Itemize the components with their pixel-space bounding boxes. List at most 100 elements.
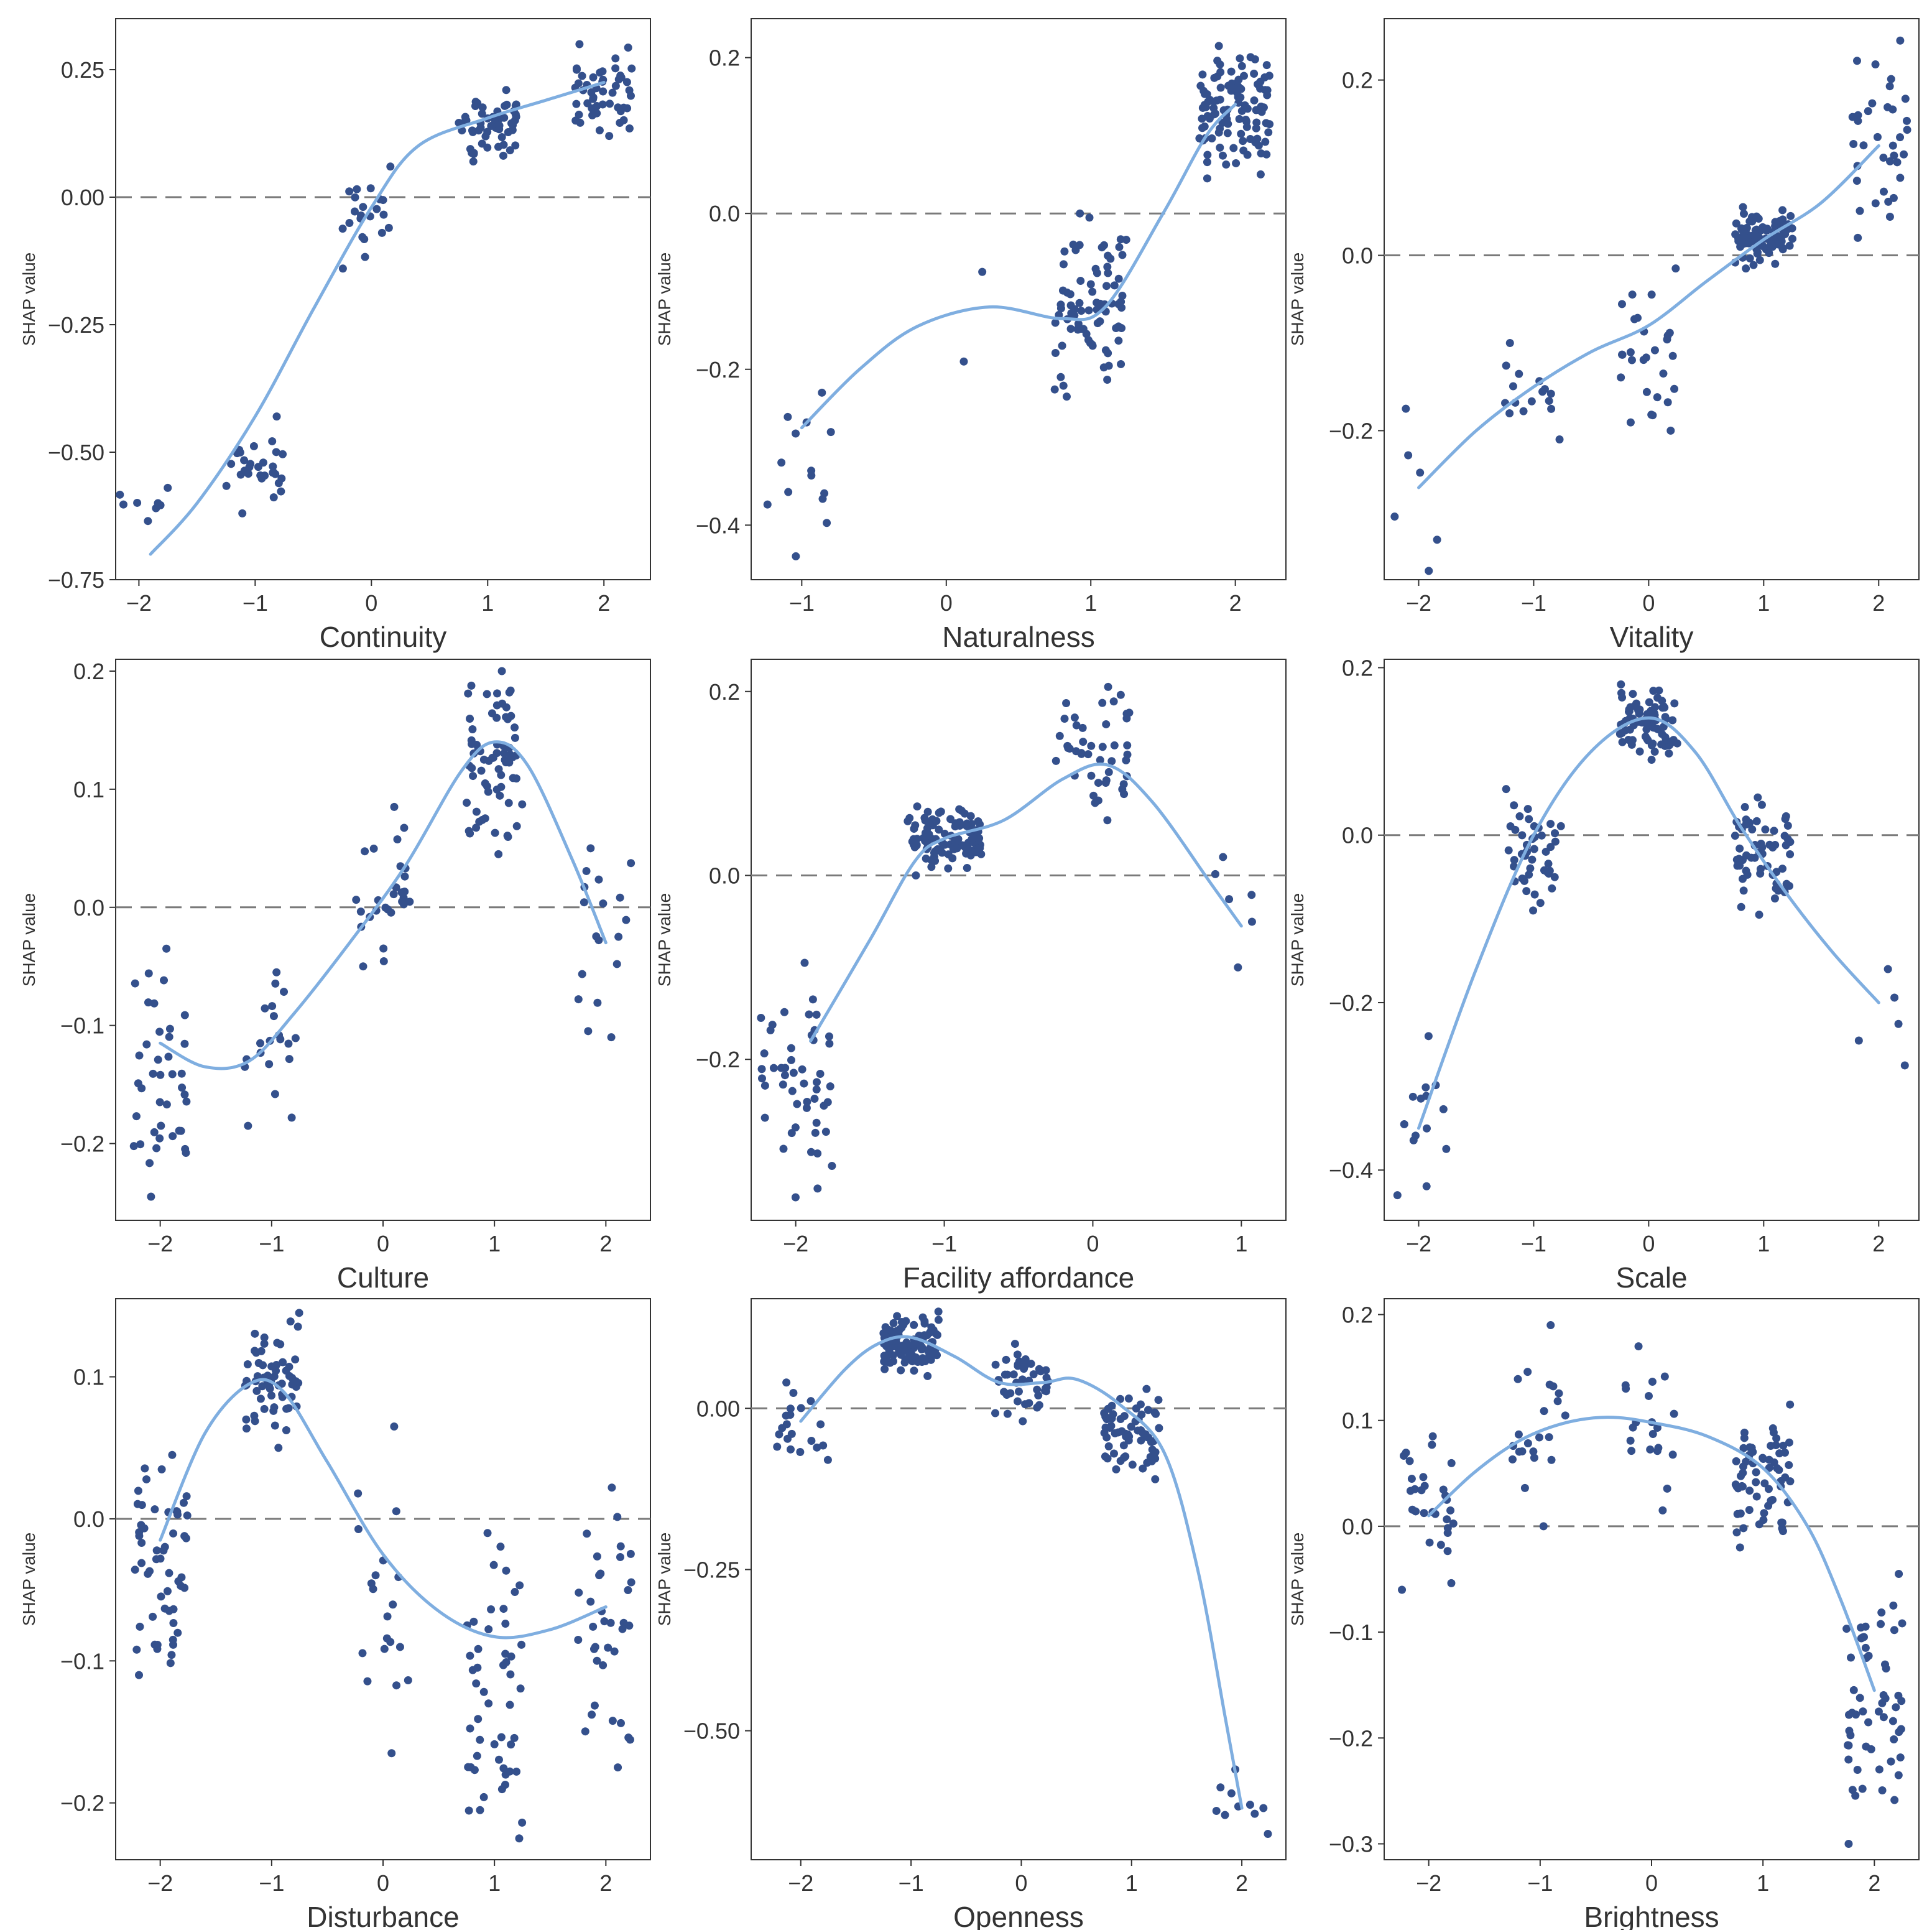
data-point — [1116, 1457, 1125, 1465]
data-point — [780, 1008, 788, 1016]
data-point — [1211, 870, 1219, 878]
data-point — [913, 802, 922, 811]
data-point — [1758, 843, 1767, 852]
data-point — [353, 185, 361, 193]
data-point — [379, 944, 388, 953]
data-point — [464, 1763, 473, 1771]
data-point — [1219, 853, 1227, 861]
y-axis-title: SHAP value — [19, 893, 39, 986]
data-point — [517, 1640, 526, 1649]
data-point — [1241, 115, 1250, 124]
data-point — [1246, 53, 1255, 62]
y-tick-label: −0.1 — [60, 1648, 104, 1674]
data-point — [1546, 843, 1555, 851]
data-point — [144, 517, 152, 526]
data-point — [802, 1103, 811, 1112]
data-point — [133, 498, 142, 507]
data-point — [1782, 879, 1791, 888]
data-point — [1617, 680, 1625, 689]
data-point — [404, 1676, 412, 1685]
data-point — [279, 450, 287, 458]
x-tick-label: −2 — [147, 1231, 173, 1256]
data-point — [1015, 1357, 1024, 1366]
data-point — [807, 1437, 816, 1445]
data-point — [134, 1487, 142, 1495]
data-point — [1200, 122, 1209, 131]
data-point — [1223, 129, 1232, 137]
data-point — [169, 1605, 178, 1613]
data-point — [163, 1587, 172, 1595]
data-point — [619, 103, 628, 112]
data-point — [1618, 738, 1627, 746]
data-point — [259, 1361, 267, 1370]
data-point — [1400, 1452, 1408, 1460]
data-point — [511, 723, 519, 732]
data-point — [1104, 269, 1112, 277]
data-point — [392, 1681, 401, 1690]
panel-frame — [751, 659, 1287, 1221]
data-point — [1050, 385, 1059, 394]
data-point — [810, 1095, 819, 1103]
data-point — [1109, 1449, 1118, 1458]
data-point — [828, 1162, 836, 1171]
panel-frame — [115, 1298, 651, 1860]
data-point — [1628, 290, 1637, 299]
data-point — [1779, 1441, 1788, 1450]
data-point — [605, 132, 614, 141]
data-point — [818, 388, 826, 397]
data-point — [757, 1013, 765, 1022]
data-point — [610, 1647, 619, 1656]
data-point — [1443, 1524, 1452, 1533]
data-point — [476, 1735, 484, 1744]
data-point — [779, 1144, 788, 1153]
data-point — [1072, 721, 1081, 730]
data-point — [269, 462, 277, 471]
data-point — [1852, 177, 1861, 185]
data-point — [881, 1332, 890, 1340]
data-point — [1653, 1423, 1662, 1432]
data-point — [1526, 864, 1535, 873]
data-point — [393, 835, 402, 843]
data-point — [1740, 803, 1749, 812]
data-point — [1745, 1487, 1754, 1495]
data-point — [1867, 1745, 1875, 1753]
data-point — [1548, 884, 1556, 893]
data-point — [1247, 891, 1256, 899]
data-point — [1109, 1410, 1117, 1419]
data-point — [1510, 856, 1518, 865]
x-tick-label: 1 — [1084, 590, 1097, 616]
data-point — [606, 100, 614, 108]
data-point — [1878, 1786, 1887, 1794]
y-tick-label: −0.2 — [1329, 1725, 1373, 1751]
data-point — [1781, 230, 1790, 238]
data-point — [379, 210, 388, 219]
data-point — [484, 787, 492, 796]
data-point — [1421, 1083, 1430, 1092]
data-point — [1617, 300, 1626, 309]
data-point — [918, 1313, 927, 1322]
data-point — [1739, 1462, 1747, 1471]
data-point — [1436, 1541, 1445, 1549]
data-point — [472, 807, 481, 816]
data-point — [1515, 369, 1523, 378]
panel-brightness: −2 −1 0 1 2 −0.3 −0.2 −0.1 0.0 0.1 0.2 Brightness SH… — [1288, 1298, 1920, 1930]
data-point — [379, 196, 387, 205]
data-point — [825, 1039, 834, 1048]
data-point — [606, 1618, 615, 1627]
data-point — [1070, 305, 1079, 313]
data-point — [1222, 160, 1231, 169]
data-point — [1778, 1527, 1787, 1536]
data-point — [506, 1700, 514, 1709]
data-point — [390, 1422, 399, 1431]
data-point — [918, 1343, 927, 1352]
data-point — [1085, 213, 1094, 222]
data-point — [146, 1567, 154, 1575]
data-point — [1771, 259, 1780, 268]
y-tick-label: −0.50 — [683, 1719, 740, 1744]
data-point — [155, 1028, 164, 1036]
data-point — [812, 1085, 821, 1094]
data-point — [1408, 1092, 1417, 1101]
data-point — [487, 1605, 496, 1614]
data-point — [1237, 62, 1246, 70]
